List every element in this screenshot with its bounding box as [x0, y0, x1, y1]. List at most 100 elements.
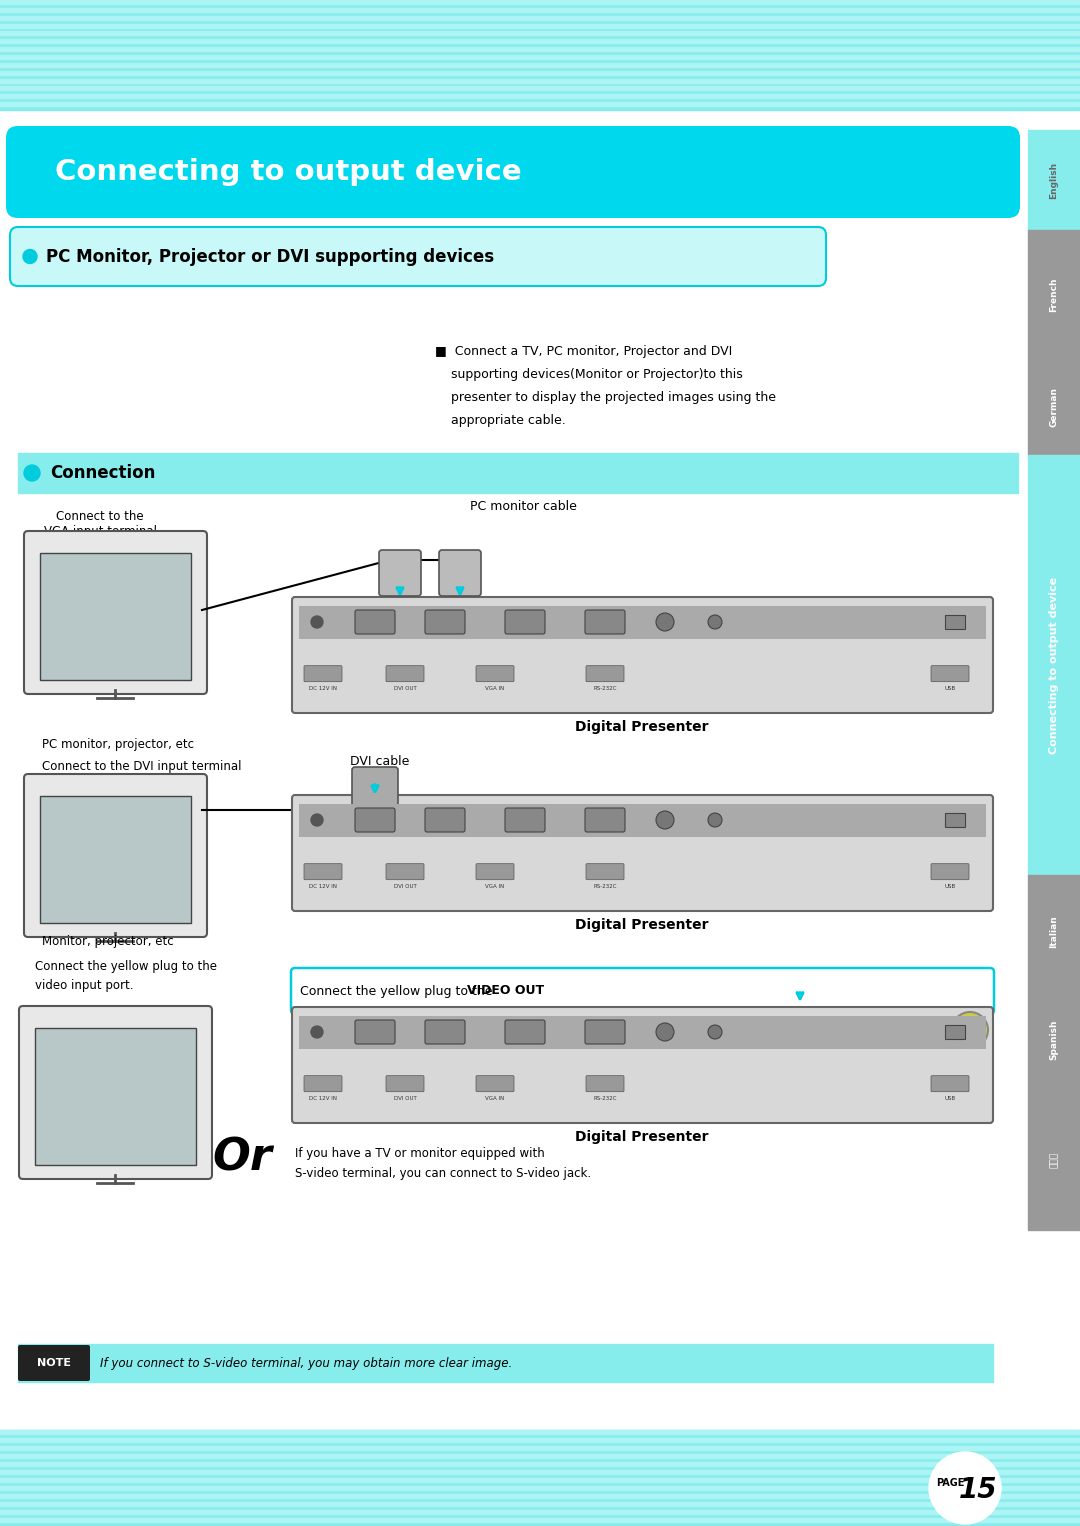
Bar	[299, 606, 986, 638]
Text: PC monitor cable: PC monitor cable	[470, 501, 577, 513]
Text: appropriate cable.: appropriate cable.	[435, 414, 566, 427]
Text: RS-232C: RS-232C	[593, 685, 617, 691]
Text: VGA IN: VGA IN	[485, 884, 504, 888]
Text: Connect to the DVI input terminal: Connect to the DVI input terminal	[42, 760, 242, 774]
Text: DVI OUT: DVI OUT	[393, 884, 417, 888]
Bar	[0, 0, 1080, 110]
Circle shape	[656, 810, 674, 829]
Circle shape	[311, 813, 323, 826]
Bar	[0, 1462, 1080, 1466]
Text: ■  Connect a TV, PC monitor, Projector and DVI: ■ Connect a TV, PC monitor, Projector an…	[435, 345, 732, 359]
Text: VIDEO OUT: VIDEO OUT	[468, 984, 544, 998]
FancyBboxPatch shape	[438, 549, 481, 597]
FancyBboxPatch shape	[355, 610, 395, 633]
Bar	[0, 63, 1080, 67]
FancyBboxPatch shape	[476, 1076, 514, 1091]
Bar	[1028, 130, 1080, 230]
Bar	[0, 78, 1080, 82]
Circle shape	[951, 1012, 988, 1048]
Text: Spanish: Spanish	[1050, 1019, 1058, 1061]
FancyBboxPatch shape	[426, 610, 465, 633]
FancyBboxPatch shape	[292, 597, 993, 713]
FancyBboxPatch shape	[585, 610, 625, 633]
Text: DC 12V IN: DC 12V IN	[309, 884, 337, 888]
FancyBboxPatch shape	[18, 1344, 90, 1381]
Bar	[0, 40, 1080, 43]
Bar	[0, 102, 1080, 107]
FancyBboxPatch shape	[355, 807, 395, 832]
FancyBboxPatch shape	[10, 227, 826, 285]
FancyBboxPatch shape	[931, 864, 969, 879]
Text: 日本語: 日本語	[1050, 1152, 1058, 1167]
FancyBboxPatch shape	[426, 807, 465, 832]
FancyBboxPatch shape	[24, 531, 207, 694]
Text: USB: USB	[944, 685, 956, 691]
Text: German: German	[1050, 388, 1058, 427]
Bar	[0, 1430, 1080, 1526]
Circle shape	[656, 613, 674, 630]
Text: 15: 15	[959, 1476, 997, 1505]
Bar	[945, 615, 966, 629]
Bar	[0, 1502, 1080, 1506]
FancyBboxPatch shape	[24, 774, 207, 937]
FancyBboxPatch shape	[303, 665, 342, 682]
FancyBboxPatch shape	[426, 1019, 465, 1044]
FancyBboxPatch shape	[303, 1076, 342, 1091]
Bar	[1028, 230, 1080, 360]
Text: Connect the yellow plug to the: Connect the yellow plug to the	[300, 984, 497, 998]
Bar	[0, 1454, 1080, 1457]
Text: Digital Presenter: Digital Presenter	[576, 919, 708, 932]
Text: video input port.: video input port.	[35, 980, 134, 992]
Bar	[0, 1430, 1080, 1434]
Circle shape	[708, 813, 723, 827]
FancyBboxPatch shape	[931, 665, 969, 682]
Bar	[0, 32, 1080, 35]
FancyBboxPatch shape	[303, 864, 342, 879]
Bar	[1028, 360, 1080, 455]
Text: USB: USB	[944, 884, 956, 888]
Bar	[0, 87, 1080, 90]
Text: Connecting to output device: Connecting to output device	[55, 159, 522, 186]
Bar	[1028, 455, 1080, 874]
FancyBboxPatch shape	[386, 1076, 424, 1091]
Circle shape	[708, 1025, 723, 1039]
Text: English: English	[1050, 162, 1058, 198]
FancyBboxPatch shape	[505, 807, 545, 832]
FancyBboxPatch shape	[931, 1076, 969, 1091]
Text: French: French	[1050, 278, 1058, 313]
FancyBboxPatch shape	[586, 665, 624, 682]
Circle shape	[656, 1022, 674, 1041]
Text: DVI OUT: DVI OUT	[393, 1096, 417, 1100]
FancyBboxPatch shape	[586, 864, 624, 879]
Bar	[0, 0, 1080, 5]
Text: If you connect to S-video terminal, you may obtain more clear image.: If you connect to S-video terminal, you …	[100, 1357, 512, 1369]
Text: Digital Presenter: Digital Presenter	[576, 1129, 708, 1144]
Bar	[0, 1470, 1080, 1474]
FancyBboxPatch shape	[291, 967, 994, 1013]
FancyBboxPatch shape	[386, 864, 424, 879]
FancyBboxPatch shape	[476, 665, 514, 682]
Bar	[945, 813, 966, 827]
Bar	[0, 15, 1080, 20]
FancyBboxPatch shape	[505, 1019, 545, 1044]
Text: USB: USB	[944, 1096, 956, 1100]
FancyBboxPatch shape	[476, 864, 514, 879]
Bar	[35, 1029, 195, 1164]
Bar	[299, 804, 986, 836]
Text: DC 12V IN: DC 12V IN	[309, 685, 337, 691]
Text: Italian: Italian	[1050, 916, 1058, 948]
FancyBboxPatch shape	[352, 768, 399, 823]
Bar	[299, 1015, 986, 1048]
FancyBboxPatch shape	[585, 807, 625, 832]
Bar	[0, 1494, 1080, 1499]
Text: PC monitor, projector, etc: PC monitor, projector, etc	[42, 739, 194, 751]
Text: RS-232C: RS-232C	[593, 1096, 617, 1100]
FancyBboxPatch shape	[19, 1006, 212, 1180]
FancyBboxPatch shape	[292, 795, 993, 911]
Text: Connection: Connection	[50, 464, 156, 482]
Bar	[0, 1486, 1080, 1489]
Bar	[0, 8, 1080, 12]
FancyBboxPatch shape	[292, 1007, 993, 1123]
Text: VGA IN: VGA IN	[485, 1096, 504, 1100]
FancyBboxPatch shape	[386, 665, 424, 682]
